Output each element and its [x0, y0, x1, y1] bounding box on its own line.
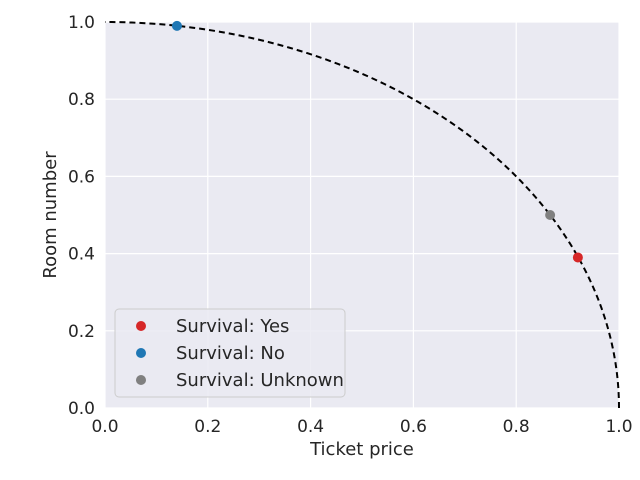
dashed-unit-circle-arc — [104, 21, 620, 409]
y-tick-labels: 0.0 0.2 0.4 0.6 0.8 1.0 — [68, 13, 95, 419]
point-survival-no — [171, 20, 182, 31]
legend-marker-unknown — [136, 375, 146, 385]
y-axis-label: Room number — [40, 151, 61, 279]
legend-box — [114, 308, 346, 398]
legend: Survival: Yes Survival: No Survival: Unk… — [114, 308, 346, 398]
x-tick-label: 0.4 — [297, 417, 324, 437]
y-tick-label: 0.2 — [68, 322, 95, 342]
y-tick-label: 0.6 — [68, 167, 95, 187]
legend-label-no: Survival: No — [176, 343, 285, 364]
data-points — [171, 20, 583, 263]
point-survival-unknown — [545, 210, 556, 220]
legend-marker-no — [136, 348, 146, 358]
legend-label-yes: Survival: Yes — [176, 316, 289, 337]
y-tick-label: 0.4 — [68, 245, 95, 265]
legend-label-unknown: Survival: Unknown — [176, 370, 344, 391]
y-tick-label: 0.0 — [68, 399, 95, 419]
x-tick-label: 1.0 — [605, 417, 632, 437]
x-tick-label: 0.2 — [194, 417, 221, 437]
x-tick-labels: 0.0 0.2 0.4 0.6 0.8 1.0 — [91, 417, 632, 437]
x-tick-label: 0.6 — [400, 417, 427, 437]
y-tick-label: 1.0 — [68, 13, 95, 33]
legend-marker-yes — [136, 321, 146, 331]
y-tick-label: 0.8 — [68, 90, 95, 110]
point-survival-yes — [572, 252, 583, 263]
x-tick-label: 0.0 — [91, 417, 118, 437]
x-tick-label: 0.8 — [503, 417, 530, 437]
x-axis-label: Ticket price — [309, 439, 414, 460]
